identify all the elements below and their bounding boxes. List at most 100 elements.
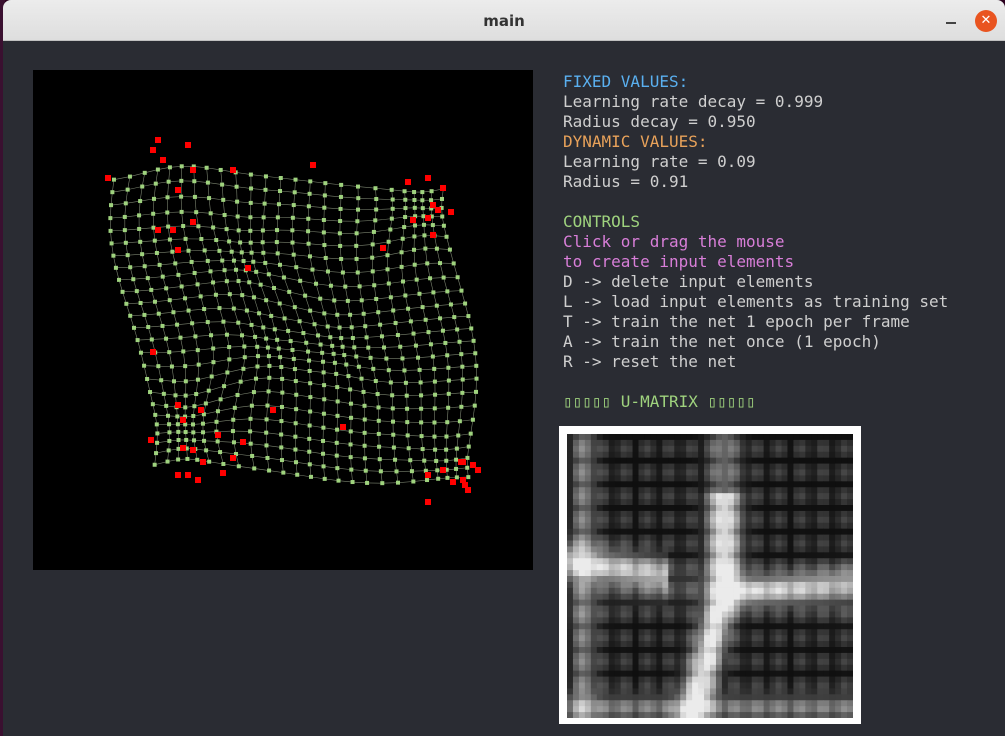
umatrix-cell xyxy=(721,629,729,636)
umatrix-cell xyxy=(841,516,848,524)
umatrix-cell xyxy=(811,505,818,512)
umatrix-cell xyxy=(829,688,836,695)
umatrix-cell xyxy=(739,570,747,577)
umatrix-cell xyxy=(608,552,616,559)
title-bar[interactable]: main ✕ xyxy=(3,0,1005,41)
umatrix-cell xyxy=(650,694,657,701)
som-canvas[interactable] xyxy=(33,70,533,570)
umatrix-cell xyxy=(608,434,616,441)
umatrix-cell xyxy=(608,534,616,541)
umatrix-cell xyxy=(644,528,651,536)
umatrix-cell xyxy=(668,570,675,577)
umatrix-cell xyxy=(769,493,777,500)
som-node xyxy=(176,457,181,462)
umatrix-cell xyxy=(847,510,853,518)
umatrix-cell xyxy=(733,682,741,689)
som-node xyxy=(417,367,422,372)
umatrix-cell xyxy=(751,700,759,707)
umatrix-cell xyxy=(745,587,753,595)
umatrix-cell xyxy=(584,481,592,488)
umatrix-cell xyxy=(662,605,669,612)
umatrix-cell xyxy=(835,516,842,524)
umatrix-cell xyxy=(727,493,735,500)
umatrix-cell xyxy=(578,463,586,470)
som-node xyxy=(166,448,171,453)
umatrix-cell xyxy=(841,451,848,459)
umatrix-cell xyxy=(602,652,610,660)
umatrix-cell xyxy=(584,552,592,559)
umatrix-cell xyxy=(567,451,574,459)
umatrix-cell xyxy=(638,434,645,441)
umatrix-cell xyxy=(710,499,717,506)
umatrix-cell xyxy=(787,611,794,618)
som-node xyxy=(457,419,462,424)
umatrix-cell xyxy=(662,664,669,672)
umatrix-cell xyxy=(686,712,693,718)
umatrix-cell xyxy=(614,499,622,506)
umatrix-cell xyxy=(662,552,669,559)
umatrix-cell xyxy=(733,434,741,441)
som-node xyxy=(345,298,350,303)
umatrix-cell xyxy=(733,493,741,500)
som-node xyxy=(434,458,439,463)
som-node xyxy=(395,480,400,485)
umatrix-cell xyxy=(680,641,687,648)
umatrix-cell xyxy=(805,463,812,470)
umatrix-cell xyxy=(751,510,759,518)
umatrix-cell xyxy=(572,434,580,441)
umatrix-cell xyxy=(793,629,800,636)
som-node xyxy=(468,431,473,436)
umatrix-cell xyxy=(721,712,729,718)
umatrix-cell xyxy=(596,510,604,518)
umatrix-cell xyxy=(847,623,853,630)
umatrix-cell xyxy=(823,700,830,707)
som-node xyxy=(224,332,229,337)
umatrix-cell xyxy=(704,469,711,476)
umatrix-cell xyxy=(668,445,675,453)
umatrix-cell xyxy=(715,682,723,689)
som-node xyxy=(261,325,266,330)
som-network-plot[interactable] xyxy=(33,70,533,570)
umatrix-cell xyxy=(632,658,639,666)
close-icon[interactable]: ✕ xyxy=(975,10,997,32)
som-node xyxy=(423,317,428,322)
umatrix-cell xyxy=(763,664,771,672)
som-node xyxy=(408,458,413,463)
umatrix-cell xyxy=(823,475,830,482)
minimize-icon[interactable] xyxy=(941,10,961,30)
umatrix-cell xyxy=(567,611,574,618)
umatrix-cell xyxy=(847,664,853,672)
umatrix-cell xyxy=(721,505,729,512)
som-node xyxy=(154,422,159,427)
umatrix-cell xyxy=(584,434,592,441)
window-title: main xyxy=(483,12,525,30)
umatrix-cell xyxy=(590,570,598,577)
som-node xyxy=(124,301,129,306)
umatrix-cell xyxy=(847,445,853,453)
som-node xyxy=(406,306,411,311)
umatrix-cell xyxy=(614,647,622,654)
som-node xyxy=(173,261,178,266)
som-node xyxy=(306,229,311,234)
umatrix-cell xyxy=(710,475,717,482)
umatrix-cell xyxy=(620,457,628,465)
umatrix-cell xyxy=(650,540,657,547)
umatrix-cell xyxy=(829,564,836,571)
som-node xyxy=(254,269,259,274)
umatrix-cell xyxy=(638,445,645,453)
som-node xyxy=(255,354,260,359)
umatrix-cell xyxy=(632,670,639,678)
som-node xyxy=(179,194,184,199)
umatrix-cell xyxy=(811,552,818,559)
umatrix-cell xyxy=(710,611,717,618)
umatrix-cell xyxy=(787,647,794,654)
umatrix-cell xyxy=(817,623,824,630)
umatrix-cell xyxy=(769,469,777,476)
umatrix-cell xyxy=(745,505,753,512)
umatrix-cell xyxy=(847,570,853,577)
umatrix-cell xyxy=(584,445,592,453)
umatrix-cell xyxy=(811,670,818,678)
umatrix-cell xyxy=(721,463,729,470)
umatrix-cell xyxy=(698,481,705,488)
umatrix-cell xyxy=(650,581,657,589)
